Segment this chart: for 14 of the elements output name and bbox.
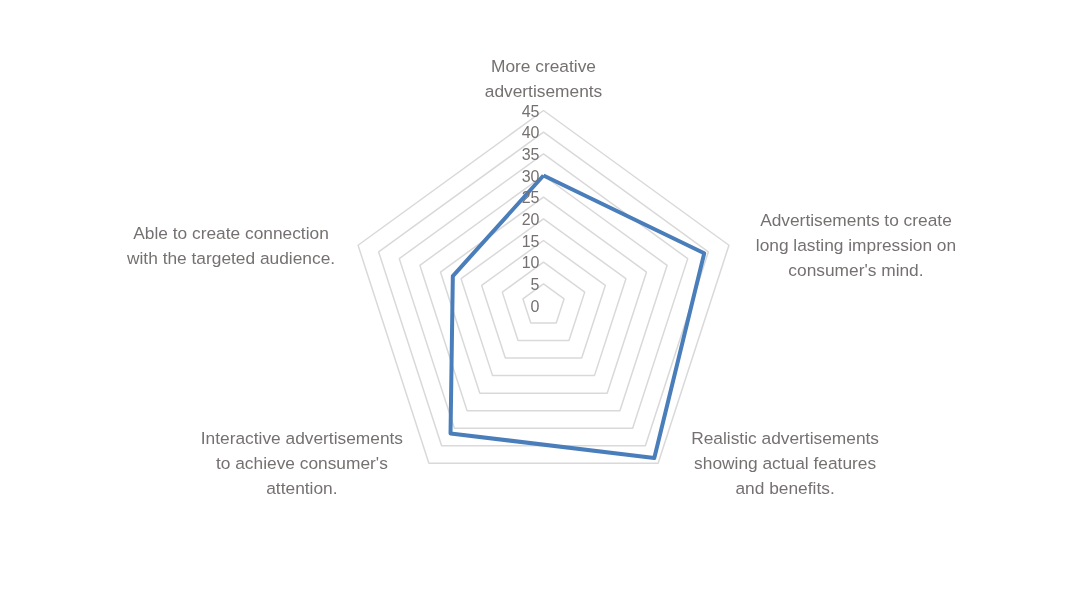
y-tick-label: 30 xyxy=(521,167,540,185)
y-tick-label: 0 xyxy=(530,297,540,315)
y-tick-label: 5 xyxy=(530,275,540,293)
spoke-label: Advertisements to create long lasting impression on consumer's mind. xyxy=(755,210,957,281)
y-tick-label: 35 xyxy=(521,145,540,163)
y-tick-label: 10 xyxy=(521,254,540,272)
spoke-label: Realistic advertisements showing actual features and benefits. xyxy=(691,428,880,499)
spoke-label: Interactive advertisements to achieve consumer's attention. xyxy=(200,428,404,499)
y-tick-label: 15 xyxy=(521,232,540,250)
y-tick-label: 40 xyxy=(521,124,540,142)
spoke-label: Able to create connection with the targeted audience. xyxy=(126,222,336,268)
y-tick-label: 45 xyxy=(521,102,540,120)
spoke-label: More creative advertisements xyxy=(484,55,603,101)
y-tick-label: 20 xyxy=(521,210,540,228)
